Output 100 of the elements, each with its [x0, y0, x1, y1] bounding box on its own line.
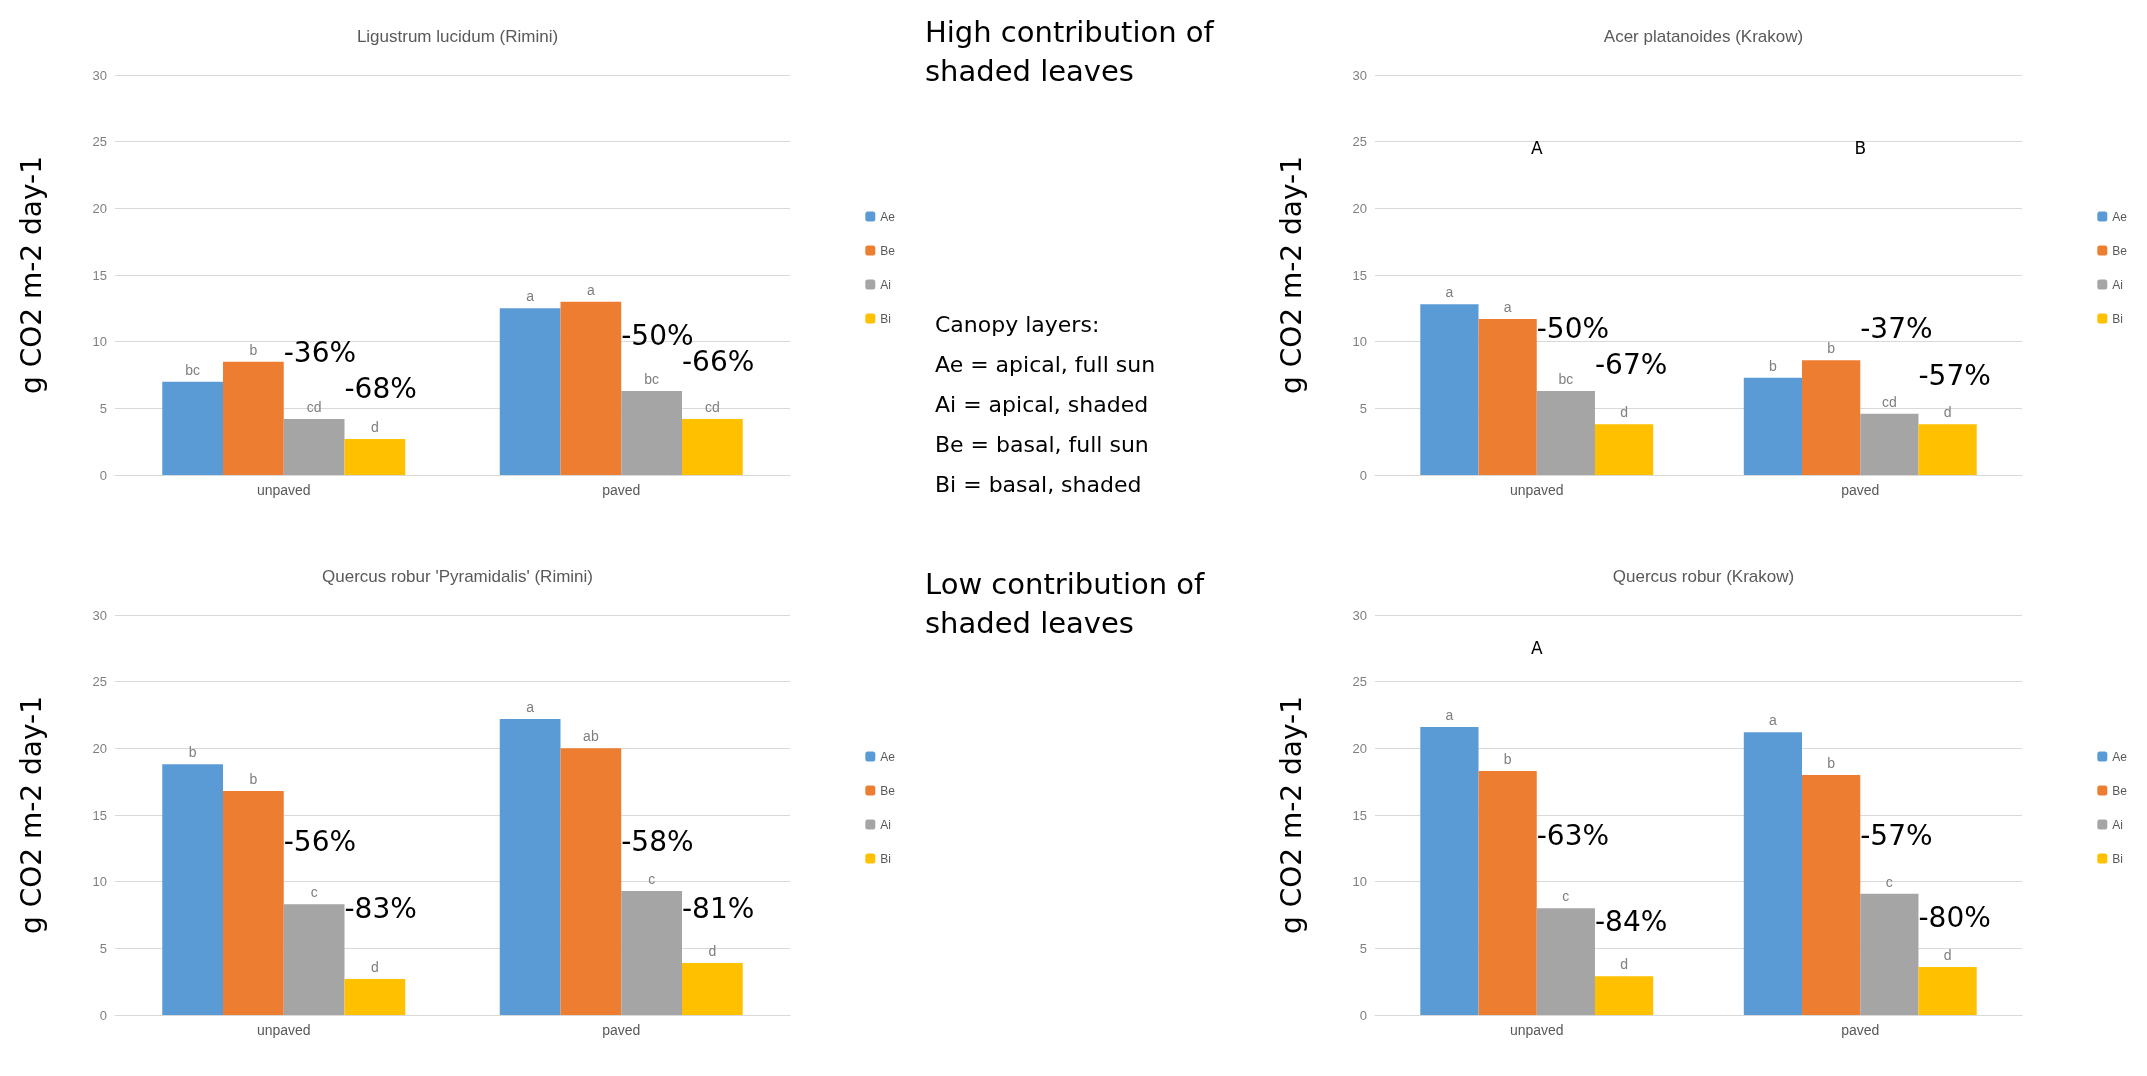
data-label: c — [1562, 888, 1570, 905]
y-tick-label: 15 — [1352, 267, 1367, 283]
data-label: a — [586, 281, 595, 298]
legend-label: Bi — [880, 311, 891, 326]
bar — [499, 308, 561, 475]
y-tick-label: 15 — [92, 807, 107, 823]
bar — [621, 391, 682, 475]
chart-title: Quercus robur 'Pyramidalis' (Rimini) — [322, 567, 593, 586]
bar — [223, 361, 284, 475]
text: Ai = apical, shaded — [935, 391, 1150, 419]
bar — [162, 764, 223, 1015]
text: Ae = apical, full sun — [935, 351, 1157, 379]
legend-label: Ai — [2112, 817, 2123, 832]
bar — [1743, 732, 1803, 1015]
bar — [560, 748, 622, 1015]
data-label: b — [1827, 755, 1836, 771]
data-label: b — [1769, 357, 1778, 374]
y-tick-label: 5 — [99, 400, 107, 416]
legend-label: Ae — [880, 749, 896, 764]
annotation: -67% — [1594, 347, 1668, 381]
x-tick-label: paved — [602, 1022, 641, 1038]
data-label: cd — [306, 399, 322, 415]
text: High contribution of shaded leaves — [925, 14, 1216, 91]
y-tick-label: 5 — [1359, 400, 1367, 416]
data-label: d — [1620, 404, 1628, 421]
x-tick-label: unpaved — [1509, 1022, 1564, 1038]
data-label: cd — [1881, 393, 1897, 410]
data-label: b — [1503, 751, 1512, 767]
x-tick-label: paved — [602, 482, 641, 498]
y-axis-title: g CO2 m-2 day-1 — [14, 696, 48, 934]
y-tick-label: 25 — [92, 674, 107, 690]
chart-title: Ligustrum lucidum (Rimini) — [356, 27, 559, 46]
y-tick-label: 30 — [92, 67, 107, 83]
legend-label: Ae — [880, 209, 896, 224]
y-tick-label: 0 — [99, 1007, 107, 1023]
annotation: -80% — [1918, 901, 1991, 935]
annotation: -84% — [1594, 905, 1668, 939]
annotation: -56% — [283, 825, 357, 859]
y-tick-label: 5 — [1359, 940, 1367, 956]
annotation: -58% — [621, 825, 694, 859]
y-tick-label: 20 — [92, 200, 107, 216]
y-tick-label: 0 — [99, 467, 107, 483]
text: Bi = basal, shaded — [935, 471, 1143, 499]
bar — [283, 904, 345, 1015]
bar — [1802, 775, 1861, 1015]
legend-label: Ai — [2112, 277, 2123, 292]
y-tick-label: 0 — [1359, 1007, 1367, 1023]
y-tick-label: 30 — [92, 607, 107, 623]
data-label: a — [526, 699, 535, 715]
legend-label: Ae — [2112, 209, 2128, 224]
y-tick-label: 20 — [1352, 200, 1367, 216]
data-label: a — [526, 288, 535, 305]
annotation: -57% — [1860, 818, 1933, 852]
data-label: ab — [583, 728, 599, 745]
data-label: d — [1620, 956, 1628, 973]
legend-label: Be — [880, 243, 896, 258]
legend-label: Bi — [2112, 851, 2123, 866]
y-tick-label: 10 — [92, 334, 107, 350]
data-label: d — [370, 959, 379, 975]
bar — [1594, 424, 1654, 475]
x-tick-label: unpaved — [1509, 482, 1564, 498]
bar — [1420, 727, 1479, 1015]
y-axis-title: g CO2 m-2 day-1 — [1274, 156, 1308, 394]
data-label: c — [648, 871, 656, 887]
data-label: d — [1943, 947, 1952, 963]
data-label: b — [249, 341, 258, 358]
bar — [1918, 424, 1977, 475]
text: Canopy layers: — [935, 311, 1101, 339]
annotation: A — [1530, 638, 1543, 659]
data-label: bc — [185, 361, 201, 378]
legend-label: Be — [2112, 783, 2128, 798]
bar — [682, 963, 743, 1015]
legend-label: Bi — [2112, 311, 2123, 326]
bar — [1594, 976, 1654, 1015]
annotation: -57% — [1918, 358, 1991, 392]
legend-label: Ai — [880, 817, 891, 832]
legend-label: Ai — [880, 277, 891, 292]
x-tick-label: paved — [1841, 482, 1880, 498]
y-tick-label: 20 — [1352, 740, 1367, 756]
x-tick-label: paved — [1841, 1022, 1880, 1038]
bar — [344, 979, 406, 1015]
bar — [1802, 360, 1861, 475]
annotation: -81% — [682, 891, 755, 925]
y-tick-label: 15 — [92, 267, 107, 283]
x-tick-label: unpaved — [256, 482, 311, 498]
annotation: -63% — [1536, 818, 1610, 852]
y-axis-title: g CO2 m-2 day-1 — [14, 156, 48, 394]
y-tick-label: 5 — [99, 940, 107, 956]
annotation: A — [1530, 138, 1543, 159]
y-tick-label: 25 — [1352, 134, 1367, 150]
data-label: b — [1827, 340, 1836, 357]
bar — [283, 419, 345, 475]
y-tick-label: 0 — [1359, 467, 1367, 483]
data-label: bc — [1558, 371, 1574, 387]
bar — [1536, 908, 1595, 1015]
text: Low contribution of shaded leaves — [925, 566, 1206, 643]
y-tick-label: 10 — [92, 874, 107, 890]
data-label: d — [708, 943, 717, 959]
annotation: B — [1854, 138, 1867, 159]
y-axis-title: g CO2 m-2 day-1 — [1274, 696, 1308, 934]
